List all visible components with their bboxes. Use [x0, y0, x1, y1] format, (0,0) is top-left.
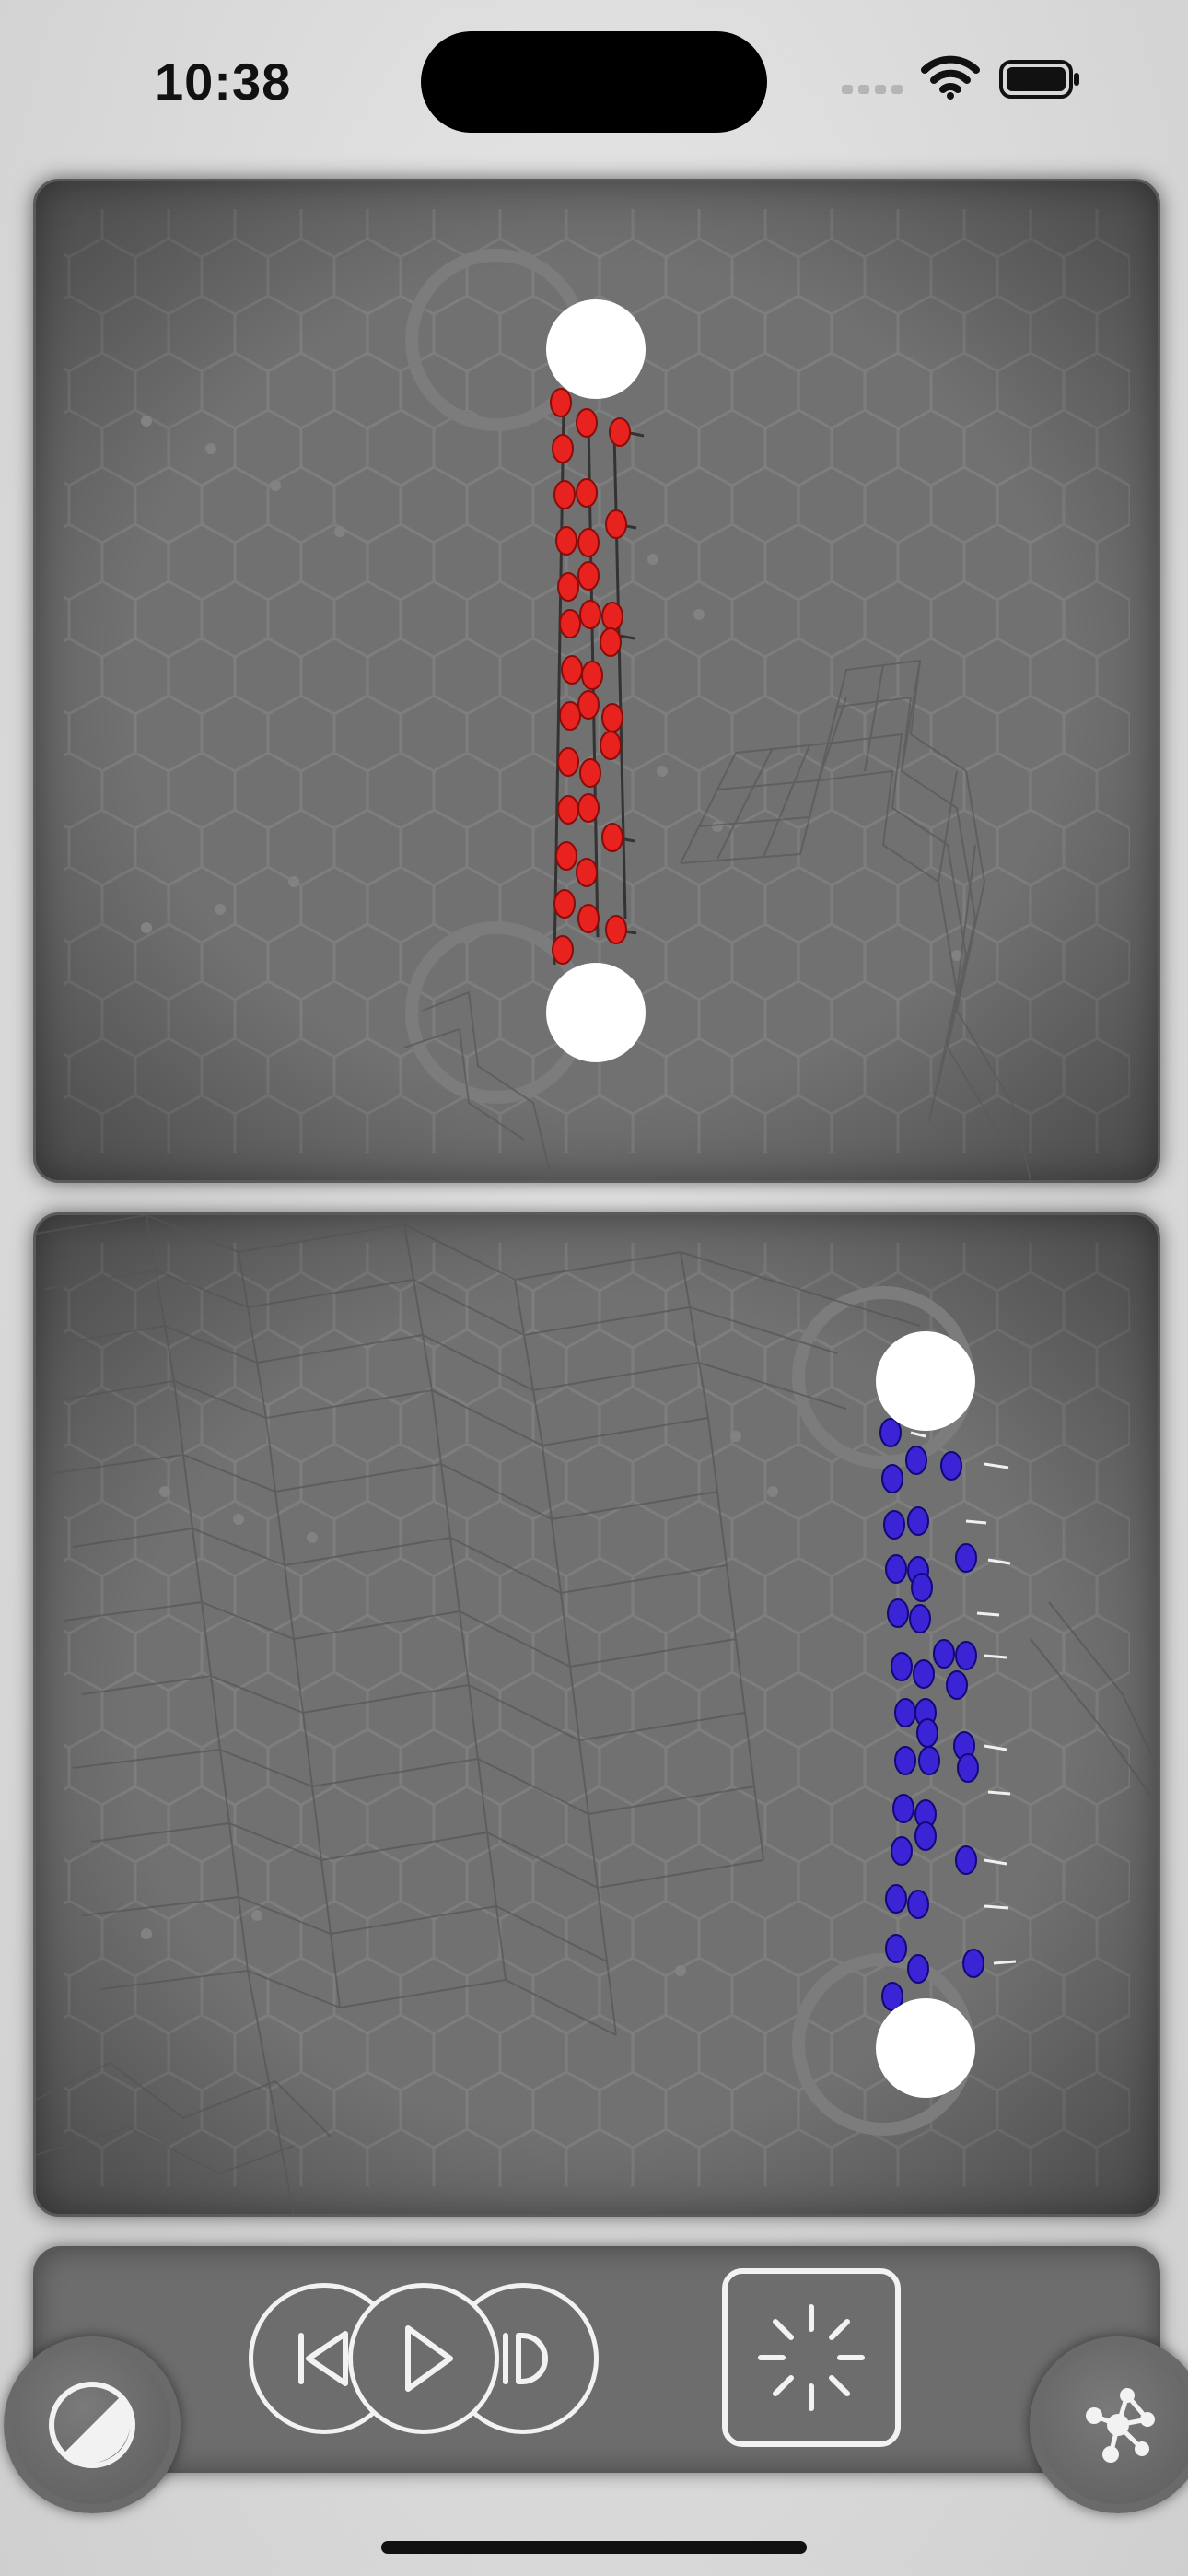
- red-agent: [579, 758, 601, 788]
- red-agent: [576, 858, 598, 887]
- red-agent: [553, 480, 576, 509]
- red-agent: [555, 526, 577, 556]
- blue-agent: [894, 1698, 916, 1727]
- red-agent: [552, 434, 574, 463]
- red-agent: [550, 388, 572, 417]
- wifi-icon: [921, 55, 980, 100]
- red-agent: [577, 793, 600, 823]
- blue-agent: [881, 1982, 903, 2011]
- red-agent: [552, 935, 574, 965]
- status-time: 10:38: [155, 53, 292, 111]
- red-agent: [577, 561, 600, 591]
- step-forward-icon: [503, 2333, 548, 2384]
- blue-agent: [883, 1510, 905, 1540]
- bottom-anchor-node: [546, 963, 646, 1062]
- red-agent: [609, 417, 631, 447]
- blue-agent: [940, 1451, 962, 1481]
- blue-chain: [876, 1331, 1017, 2098]
- blue-agent: [918, 1746, 940, 1775]
- contrast-icon: [49, 2382, 135, 2468]
- top-anchor-node: [876, 1331, 975, 1431]
- blue-agent: [913, 1659, 935, 1689]
- red-agent: [555, 841, 577, 871]
- blue-agent: [885, 1934, 907, 1963]
- transport-controls: [249, 2276, 599, 2441]
- red-agent: [557, 572, 579, 602]
- play-button[interactable]: [348, 2283, 499, 2434]
- home-indicator[interactable]: [381, 2541, 807, 2554]
- blue-agent: [955, 1845, 977, 1875]
- red-agent: [601, 823, 623, 852]
- red-agent: [576, 478, 598, 508]
- blue-agent: [914, 1821, 937, 1851]
- top-arena-panel[interactable]: [33, 179, 1160, 1183]
- mesh-overlay: [403, 659, 1031, 1180]
- red-agent: [577, 528, 600, 557]
- network-button[interactable]: [1030, 2336, 1188, 2513]
- red-agent: [605, 509, 627, 539]
- network-icon: [1086, 2388, 1155, 2463]
- blue-agent: [957, 1753, 979, 1783]
- bottom-anchor-node: [876, 1998, 975, 2098]
- blue-agent: [887, 1598, 909, 1628]
- blue-agent: [894, 1746, 916, 1775]
- blue-agent: [946, 1670, 968, 1700]
- red-agent: [561, 655, 583, 685]
- blue-agent: [916, 1718, 938, 1748]
- dynamic-island: [421, 31, 767, 133]
- blue-agent: [885, 1554, 907, 1584]
- blue-agent: [891, 1836, 913, 1866]
- contrast-button[interactable]: [4, 2336, 181, 2513]
- blue-agent: [892, 1794, 914, 1823]
- blue-agent: [879, 1418, 902, 1447]
- step-back-icon: [298, 2331, 348, 2386]
- blue-agent: [955, 1543, 977, 1573]
- red-agent: [600, 627, 622, 657]
- red-agent: [559, 701, 581, 731]
- blue-agent: [911, 1573, 933, 1602]
- blue-agent: [891, 1652, 913, 1681]
- red-agent: [605, 915, 627, 944]
- blue-agent: [905, 1446, 927, 1475]
- red-agent: [601, 703, 623, 732]
- blue-agent: [907, 1890, 929, 1919]
- blue-agent: [881, 1464, 903, 1493]
- red-agent: [577, 904, 600, 933]
- blue-agent: [909, 1604, 931, 1633]
- play-icon: [405, 2325, 453, 2392]
- red-agent: [601, 602, 623, 631]
- blue-agent: [955, 1641, 977, 1670]
- top-anchor-node: [546, 299, 646, 399]
- battery-icon: [999, 60, 1079, 99]
- mesh-overlay: [36, 1215, 1158, 2214]
- burst-icon: [758, 2304, 865, 2411]
- blue-agent: [933, 1639, 955, 1669]
- blue-agent: [907, 1506, 929, 1536]
- blue-agent: [962, 1949, 984, 1978]
- bottom-arena-panel[interactable]: [33, 1212, 1160, 2217]
- cellular-signal-icon: [842, 85, 903, 94]
- red-agent: [600, 731, 622, 760]
- blue-agent: [885, 1884, 907, 1914]
- red-agent: [553, 889, 576, 919]
- red-agent: [557, 747, 579, 777]
- red-agent: [559, 609, 581, 638]
- red-agent: [576, 408, 598, 438]
- red-agent: [557, 795, 579, 825]
- blue-agent: [907, 1954, 929, 1984]
- red-agent: [581, 661, 603, 690]
- red-agent: [577, 690, 600, 720]
- red-chain: [546, 299, 646, 1062]
- reset-button[interactable]: [722, 2268, 901, 2447]
- red-agent: [579, 600, 601, 629]
